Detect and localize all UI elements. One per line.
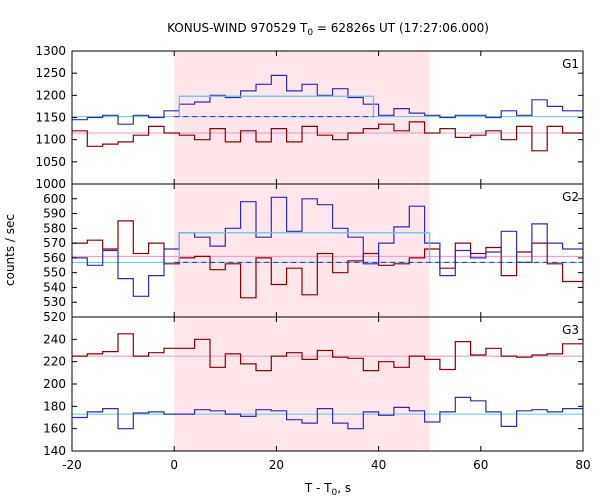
y-tick-label-g2-580: 580 <box>43 221 66 235</box>
y-tick-label-g2-530: 530 <box>43 295 66 309</box>
highlight-band-g1 <box>174 51 430 184</box>
fit-level-g2 <box>178 232 431 263</box>
y-tick-label-g3-160: 160 <box>43 422 66 436</box>
y-tick-label-g1-1300: 1300 <box>35 44 66 58</box>
highlight-bands <box>174 51 430 451</box>
y-tick-label-g1-1100: 1100 <box>35 133 66 147</box>
x-tick-label--20: -20 <box>62 458 82 472</box>
y-tick-label-g3-200: 200 <box>43 377 66 391</box>
series-blue-g3 <box>72 396 583 430</box>
x-tick-label-20: 20 <box>269 458 284 472</box>
y-tick-label-g2-570: 570 <box>43 236 66 250</box>
y-tick-label-g2-600: 600 <box>43 192 66 206</box>
x-tick-label-40: 40 <box>371 458 386 472</box>
panel-label-g3: G3 <box>562 323 579 337</box>
chart-title: KONUS-WIND 970529 T0 = 62826s UT (17:27:… <box>167 21 489 38</box>
series-layer <box>72 74 583 430</box>
series-blue-g1 <box>72 74 583 125</box>
y-tick-label-g3-140: 140 <box>43 444 66 458</box>
fit-level-g1 <box>178 95 375 117</box>
y-tick-label-g3-220: 220 <box>43 355 66 369</box>
y-tick-label-g1-1000: 1000 <box>35 177 66 191</box>
series-blue-g2 <box>72 196 583 297</box>
series-red-g2 <box>72 220 583 299</box>
tick-layer: 1000105011001150120012501300G15205305405… <box>35 44 590 472</box>
y-tick-label-g3-180: 180 <box>43 399 66 413</box>
y-tick-label-g1-1150: 1150 <box>35 111 66 125</box>
y-axis-label: counts / sec <box>3 214 17 286</box>
x-tick-label-60: 60 <box>473 458 488 472</box>
x-tick-label-80: 80 <box>575 458 590 472</box>
y-tick-label-g2-590: 590 <box>43 207 66 221</box>
x-axis-label: T - T0, s <box>304 481 351 498</box>
y-tick-label-g2-540: 540 <box>43 280 66 294</box>
series-red-g3 <box>72 333 583 372</box>
panel-label-g1: G1 <box>562 57 579 71</box>
series-red-g1 <box>72 121 583 152</box>
y-tick-label-g3-240: 240 <box>43 332 66 346</box>
panel-label-g2: G2 <box>562 190 579 204</box>
y-tick-label-g2-520: 520 <box>43 310 66 324</box>
y-tick-label-g1-1050: 1050 <box>35 155 66 169</box>
x-tick-label-0: 0 <box>170 458 178 472</box>
y-tick-label-g2-550: 550 <box>43 266 66 280</box>
y-tick-label-g1-1250: 1250 <box>35 66 66 80</box>
y-tick-label-g1-1200: 1200 <box>35 88 66 102</box>
highlight-band-g3 <box>174 317 430 451</box>
y-tick-label-g2-560: 560 <box>43 251 66 265</box>
